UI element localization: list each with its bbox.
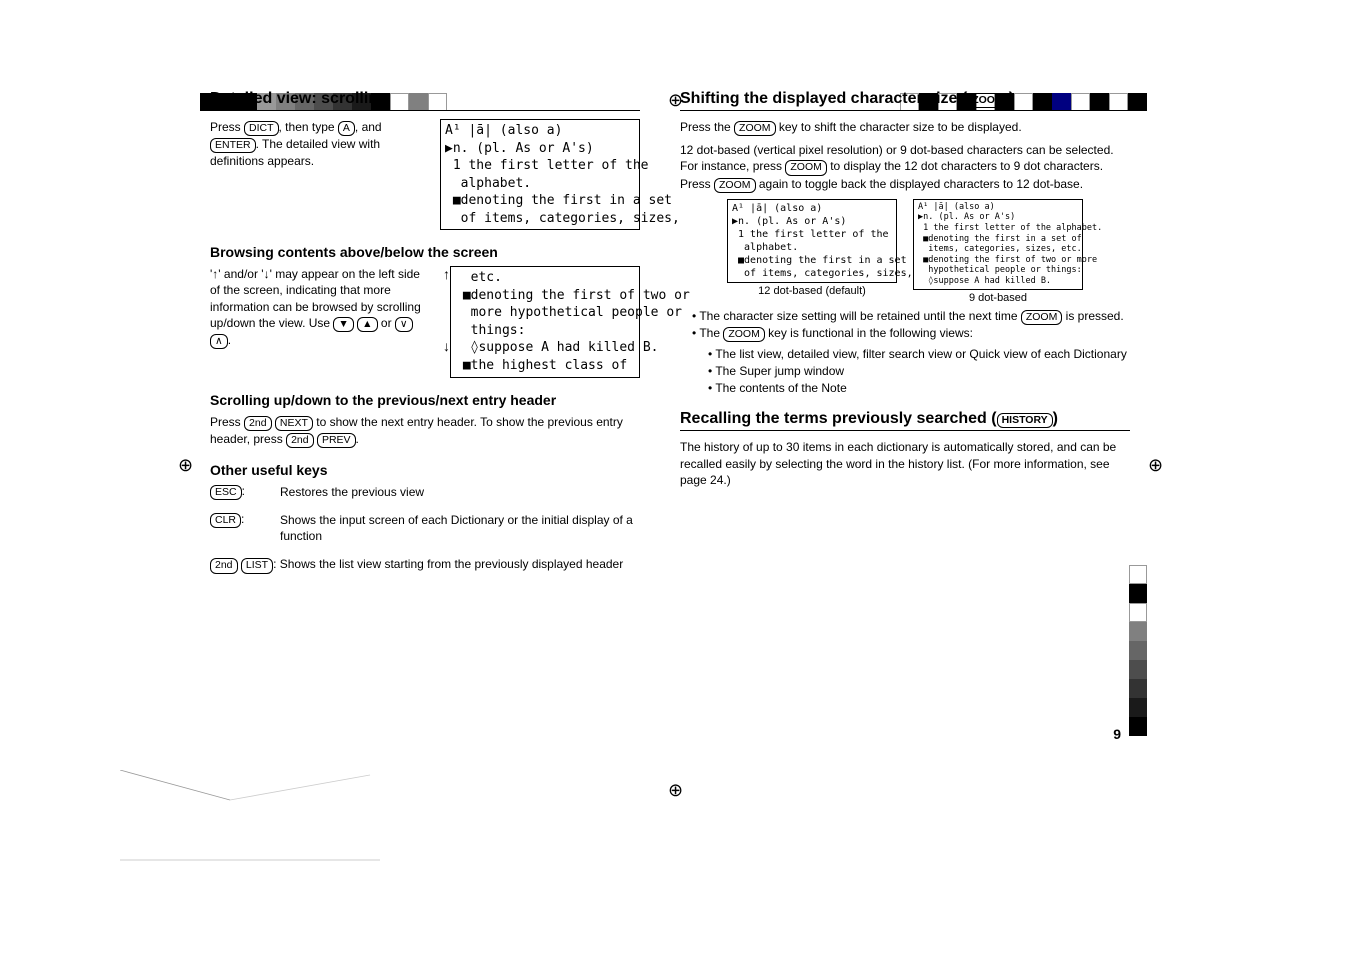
zoom-sub-1: The list view, detailed view, filter sea… (708, 346, 1130, 363)
key-zoom-3: ZOOM (714, 178, 756, 193)
right-column: Shifting the displayed character size (Z… (680, 90, 1130, 790)
browsing-paragraph: '↑' and/or '↓' may appear on the left si… (210, 266, 433, 349)
key-esc: ESC (210, 485, 242, 500)
page-number: 9 (1113, 726, 1121, 742)
key-zoom-5: ZOOM (723, 327, 765, 342)
key-a: A (338, 121, 355, 136)
scrolling-entry-paragraph: Press 2nd NEXT to show the next entry he… (210, 414, 640, 448)
lcd-12dot: A¹ |ā| (also a) ▶n. (pl. As or A's) 1 th… (727, 199, 897, 283)
key-row-esc: ESC: Restores the previous view (210, 484, 640, 506)
key-dict: DICT (244, 121, 279, 136)
scroll-indicator-down: ↓ (443, 338, 450, 354)
crop-blocks-bottom-right (1129, 565, 1147, 736)
key-row-clr: CLR: Shows the input screen of each Dict… (210, 512, 640, 550)
scroll-indicator-up: ↑ (443, 266, 450, 282)
lcd-9dot: A¹ |ā| (also a) ▶n. (pl. As or A's) 1 th… (913, 199, 1083, 290)
key-enter: ENTER (210, 138, 256, 153)
zoom-bullet-2: The ZOOM key is functional in the follow… (692, 325, 1130, 342)
heading-other-keys: Other useful keys (210, 462, 640, 478)
key-up: ▲ (357, 317, 377, 332)
register-mark-left: ⊕ (178, 455, 193, 476)
key-page-up: ∧ (210, 334, 228, 349)
esc-description: Restores the previous view (280, 484, 640, 500)
key-2nd-3: 2nd (210, 558, 238, 573)
heading-zoom: Shifting the displayed character size (Z… (680, 90, 1130, 111)
key-zoom-2: ZOOM (785, 160, 827, 175)
zoom-sub-3: The contents of the Note (708, 380, 1130, 397)
zoom-p1: Press the ZOOM key to shift the characte… (680, 119, 1130, 136)
key-clr: CLR (210, 513, 241, 528)
key-2nd-1: 2nd (244, 416, 272, 431)
key-list: LIST (241, 558, 273, 573)
key-zoom-4: ZOOM (1021, 310, 1063, 325)
zoom-sub-bullets: The list view, detailed view, filter sea… (708, 346, 1130, 396)
heading-history: Recalling the terms previously searched … (680, 410, 1130, 431)
key-zoom-1: ZOOM (734, 121, 776, 136)
zoom-sub-2: The Super jump window (708, 363, 1130, 380)
key-zoom-title: ZOOM (967, 93, 1009, 108)
key-history-title: HISTORY (997, 413, 1053, 428)
key-page-down: ∨ (395, 317, 413, 332)
clr-description: Shows the input screen of each Dictionar… (280, 512, 640, 544)
caption-9dot: 9 dot-based (969, 292, 1027, 304)
key-row-2nd-list: 2nd LIST: Shows the list view starting f… (210, 556, 640, 573)
zoom-p2: 12 dot-based (vertical pixel resolution)… (680, 142, 1130, 192)
zoom-bullet-1: The character size setting will be retai… (692, 308, 1130, 325)
zoom-bullets: The character size setting will be retai… (692, 308, 1130, 342)
lcd-detailed-view: A¹ |ā| (also a) ▶n. (pl. As or A's) 1 th… (440, 119, 640, 230)
key-down: ▼ (333, 317, 353, 332)
heading-scrolling-entry: Scrolling up/down to the previous/next e… (210, 392, 640, 408)
register-mark-right: ⊕ (1148, 455, 1163, 476)
caption-12dot: 12 dot-based (default) (758, 285, 866, 297)
detailed-view-paragraph: Press DICT, then type A, and ENTER. The … (210, 119, 430, 169)
lcd-browsing: etc. ■denoting the first of two or more … (450, 266, 640, 377)
heading-browsing: Browsing contents above/below the screen (210, 244, 640, 260)
left-column: Detailed view: scrolling Press DICT, the… (210, 90, 640, 790)
page-content: Detailed view: scrolling Press DICT, the… (210, 90, 1130, 790)
key-prev: PREV (317, 433, 356, 448)
zoom-comparison: A¹ |ā| (also a) ▶n. (pl. As or A's) 1 th… (680, 199, 1130, 304)
heading-detailed-view: Detailed view: scrolling (210, 90, 640, 111)
history-paragraph: The history of up to 30 items in each di… (680, 439, 1130, 488)
key-next: NEXT (275, 416, 313, 431)
key-2nd-2: 2nd (286, 433, 314, 448)
